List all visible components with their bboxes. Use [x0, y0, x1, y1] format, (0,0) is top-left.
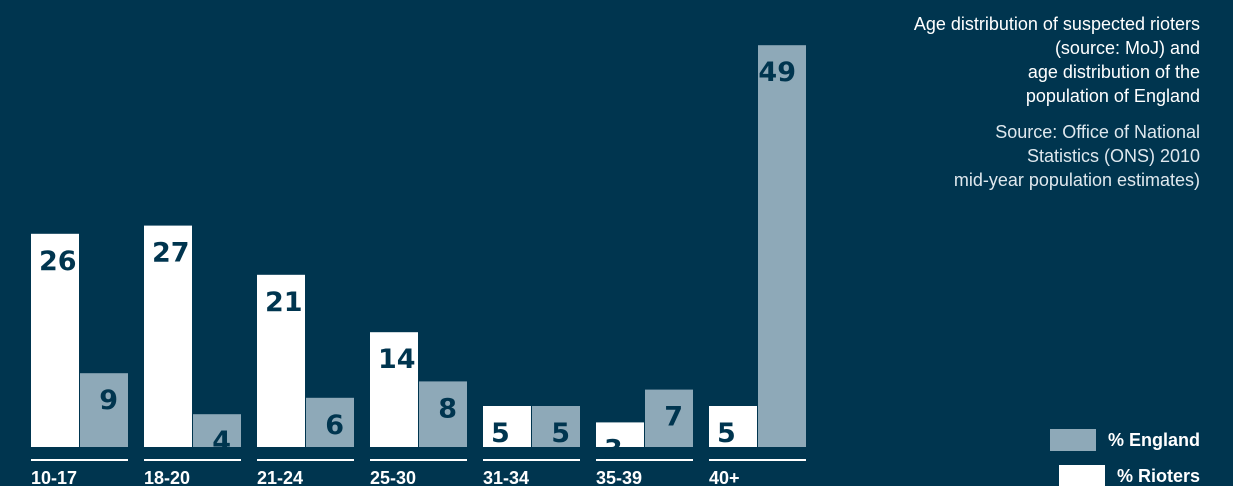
bar-rioters-40+	[709, 406, 757, 447]
x-tick-label-21-24: 21-24	[257, 468, 303, 486]
data-label-england-40+: 49	[758, 57, 796, 88]
bar-england-25-30	[419, 381, 467, 447]
x-tick-label-35-39: 35-39	[596, 468, 642, 486]
legend-swatch-rioters	[1058, 465, 1105, 486]
data-label-england-18-20: 4	[212, 426, 231, 457]
data-label-rioters-40+: 5	[717, 418, 736, 449]
bar-rioters-31-34	[483, 406, 531, 447]
subtitle-line-2: Statistics (ONS) 2010	[1026, 146, 1200, 166]
legend-item-england: % England	[1000, 428, 1200, 452]
bar-rioters-35-39	[596, 422, 644, 447]
x-tick-label-31-34: 31-34	[483, 468, 529, 486]
x-tick-label-18-20: 18-20	[144, 468, 190, 486]
data-label-rioters-10-17: 26	[39, 246, 77, 277]
data-label-rioters-21-24: 21	[265, 287, 303, 318]
data-label-rioters-18-20: 27	[152, 238, 190, 269]
bar-england-40+	[758, 45, 806, 447]
data-label-rioters-25-30: 14	[378, 344, 416, 375]
bar-england-18-20	[193, 414, 241, 447]
bar-england-21-24	[306, 397, 354, 447]
x-tick-label-10-17: 10-17	[31, 468, 77, 486]
legend-label-rioters: % Rioters	[1116, 465, 1200, 486]
subtitle-line-3: mid-year population estimates)	[953, 170, 1200, 190]
x-tick-label-40+: 40+	[709, 468, 740, 486]
chart-legend: % England % Rioters	[1000, 428, 1200, 486]
chart-title-line-2: (source: MoJ) and	[1054, 38, 1200, 58]
chart-title-block: Age distribution of suspected rioters (s…	[780, 12, 1200, 192]
bar-england-31-34	[532, 406, 580, 447]
x-tick-label-25-30: 25-30	[370, 468, 416, 486]
bar-rioters-21-24	[257, 274, 305, 447]
data-label-england-10-17: 9	[99, 385, 118, 416]
legend-swatch-england	[1049, 429, 1096, 451]
legend-item-rioters: % Rioters	[1000, 464, 1200, 486]
data-label-england-21-24: 6	[325, 410, 344, 441]
data-label-england-25-30: 8	[438, 393, 457, 424]
bar-rioters-25-30	[370, 332, 418, 447]
chart-subtitle: Source: Office of National Statistics (O…	[780, 120, 1200, 192]
data-label-england-31-34: 5	[551, 418, 570, 449]
bar-rioters-10-17	[31, 233, 79, 447]
chart-title-line-3: age distribution of the	[1027, 62, 1200, 82]
bar-england-10-17	[80, 373, 128, 447]
chart-title-line-1: Age distribution of suspected rioters	[913, 14, 1200, 34]
chart-title-line-4: population of England	[1025, 86, 1200, 106]
bar-england-35-39	[645, 389, 693, 447]
data-label-england-35-39: 7	[664, 402, 683, 433]
subtitle-line-1: Source: Office of National	[995, 122, 1200, 142]
bar-rioters-18-20	[144, 225, 192, 447]
legend-label-england: % England	[1107, 429, 1200, 450]
data-label-rioters-35-39: 3	[604, 434, 623, 465]
data-label-rioters-31-34: 5	[491, 418, 510, 449]
